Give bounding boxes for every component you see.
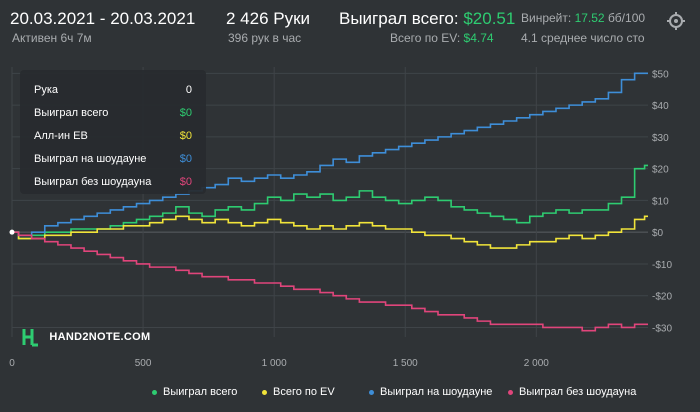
tooltip-label: Выиграл на шоудауне — [34, 153, 147, 165]
legend-label: Выиграл на шоудауне — [380, 386, 493, 398]
tooltip-label: Выиграл без шоудауна — [34, 176, 152, 188]
x-tick-label: 500 — [135, 358, 152, 369]
tooltip-row-hand: Рука 0 — [34, 84, 192, 96]
hand2note-logo-icon — [22, 329, 38, 347]
won-total-label: Выиграл всего: — [339, 9, 459, 28]
tooltip-label: Рука — [34, 84, 59, 96]
legend-label: Выиграл всего — [163, 386, 238, 398]
tooltip-row-non-showdown: Выиграл без шоудауна $0 — [34, 176, 192, 188]
y-tick-label: $30 — [652, 133, 669, 144]
tooltip-value: $0 — [179, 176, 192, 188]
y-tick-label: $40 — [652, 101, 669, 112]
x-tick-label: 1 000 — [262, 358, 287, 369]
ev-summary: Всего по EV: $4.74 — [390, 31, 494, 45]
x-tick-label: 1 500 — [393, 358, 418, 369]
tooltip-value: 0 — [185, 84, 192, 96]
tooltip-row-won-total: Выиграл всего $0 — [34, 107, 192, 119]
won-total-summary: Выиграл всего: $20.51 — [339, 9, 515, 29]
y-tick-label: -$30 — [652, 323, 672, 334]
series-line-1 — [12, 215, 648, 249]
ev-value: $4.74 — [463, 31, 494, 45]
tooltip-value: $0 — [179, 153, 192, 165]
chart-series — [9, 72, 648, 332]
date-range: 20.03.2021 - 20.03.2021 — [10, 9, 196, 28]
active-time: Активен 6ч 7м — [12, 31, 92, 45]
series-line-2 — [12, 72, 648, 237]
series-line-0 — [12, 164, 648, 240]
gear-icon[interactable] — [666, 11, 686, 31]
y-tick-label: $10 — [652, 196, 669, 207]
avg-stack: 4.1 среднее число сто — [521, 31, 645, 45]
won-total-value: $20.51 — [463, 9, 516, 28]
tooltip-value: $0 — [179, 107, 192, 119]
legend-dot — [369, 389, 374, 395]
legend-item-won-total[interactable]: Выиграл всего — [152, 386, 237, 398]
legend-item-ev[interactable]: Всего по EV — [262, 386, 335, 398]
legend-dot — [508, 389, 513, 395]
legend-dot — [152, 389, 157, 395]
x-tick-label: 2 000 — [524, 358, 549, 369]
hand2note-logo-text: HAND2NOTE.COM — [49, 330, 151, 343]
start-point — [9, 229, 15, 235]
winrate-value: 17.52 — [574, 11, 605, 25]
winrate-unit: бб/100 — [607, 11, 646, 25]
winrate-summary: Винрейт: 17.52 бб/100 — [521, 11, 645, 25]
hands-count: 2 426 Руки — [226, 9, 311, 28]
legend-dot — [262, 389, 267, 395]
y-tick-label: -$20 — [652, 292, 672, 303]
y-tick-label: $0 — [652, 228, 664, 239]
legend-label: Выиграл без шоудауна — [519, 386, 637, 398]
ev-label: Всего по EV: — [390, 31, 461, 45]
y-tick-label: $50 — [652, 69, 669, 80]
hands-per-hour: 396 рук в час — [228, 31, 302, 45]
series-line-3 — [12, 231, 648, 332]
legend-label: Всего по EV — [273, 386, 335, 398]
x-tick-label: 0 — [9, 358, 15, 369]
tooltip-value: $0 — [179, 130, 192, 142]
tooltip-row-allin-ev: Алл-ин EB $0 — [34, 130, 192, 142]
hand2note-logo: HAND2NOTE.COM — [22, 327, 150, 347]
winrate-label: Винрейт: — [521, 11, 572, 25]
y-tick-label: -$10 — [652, 260, 672, 271]
tooltip-label: Алл-ин EB — [34, 130, 88, 142]
tooltip-label: Выиграл всего — [34, 107, 109, 119]
hover-tooltip: Рука 0 Выиграл всего $0 Алл-ин EB $0 Выи… — [20, 70, 206, 194]
legend-item-non-showdown[interactable]: Выиграл без шоудауна — [508, 386, 636, 398]
legend-item-showdown[interactable]: Выиграл на шоудауне — [369, 386, 492, 398]
y-tick-label: $20 — [652, 165, 669, 176]
chart-ticks: $50 $40 $30 $20 $10 $0 -$10 -$20 -$30 0 500 1 000 1 … — [9, 69, 672, 369]
tooltip-row-showdown: Выиграл на шоудауне $0 — [34, 153, 192, 165]
